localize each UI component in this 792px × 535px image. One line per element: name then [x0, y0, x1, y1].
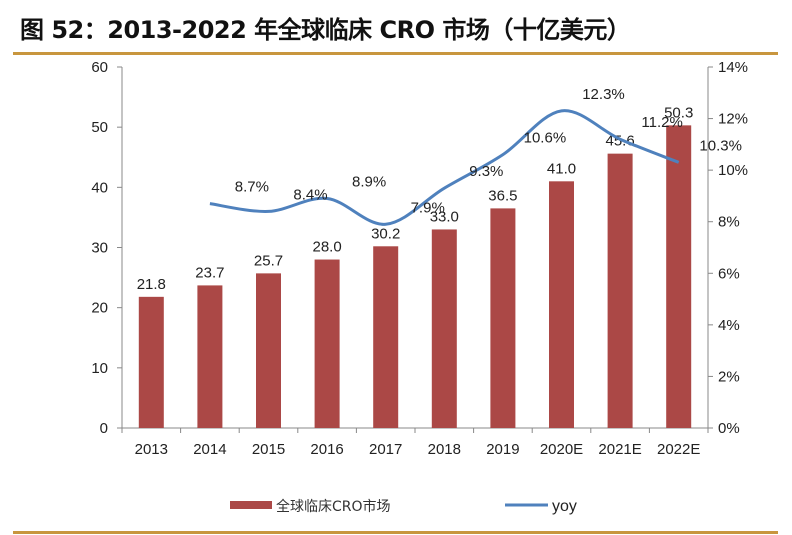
yoy-data-label: 7.9% — [411, 199, 445, 216]
left-tick-label: 60 — [91, 59, 108, 76]
legend-swatch-bar — [230, 501, 272, 509]
bar-data-label: 50.3 — [664, 104, 693, 121]
left-tick-label: 50 — [91, 119, 108, 136]
right-tick-label: 6% — [718, 265, 740, 282]
bar-data-label: 21.8 — [137, 276, 166, 293]
left-tick-label: 0 — [100, 420, 108, 437]
x-tick-label: 2018 — [428, 441, 461, 458]
bar — [138, 296, 164, 428]
bar-data-label: 36.5 — [488, 187, 517, 204]
bar — [549, 181, 574, 428]
bar — [373, 246, 399, 428]
bar-data-label: 41.0 — [547, 160, 576, 177]
x-tick-label: 2017 — [369, 441, 402, 458]
bar — [256, 273, 281, 428]
bar-data-label: 28.0 — [312, 239, 341, 256]
bar — [197, 285, 223, 428]
yoy-data-label: 12.3% — [582, 86, 625, 103]
right-tick-label: 2% — [718, 368, 740, 385]
x-tick-label: 2021E — [598, 441, 641, 458]
left-tick-label: 10 — [91, 360, 108, 377]
bar-data-label: 25.7 — [254, 252, 283, 269]
legend-label-bar: 全球临床CRO市场 — [276, 498, 391, 515]
bar-data-label: 23.7 — [195, 264, 224, 281]
left-tick-label: 20 — [91, 300, 108, 317]
x-tick-label: 2015 — [252, 441, 285, 458]
bar — [314, 259, 340, 428]
right-tick-label: 14% — [718, 59, 748, 76]
right-tick-label: 8% — [718, 214, 740, 231]
yoy-data-label: 10.6% — [524, 130, 567, 147]
x-tick-label: 2016 — [310, 441, 343, 458]
x-tick-label: 2014 — [193, 441, 226, 458]
right-tick-label: 0% — [718, 420, 740, 437]
left-tick-label: 40 — [91, 179, 108, 196]
x-tick-label: 2013 — [135, 441, 168, 458]
bar — [431, 229, 457, 428]
left-tick-label: 30 — [91, 240, 108, 257]
yoy-data-label: 8.7% — [235, 179, 269, 196]
yoy-data-label: 10.3% — [699, 137, 742, 154]
x-tick-label: 2020E — [540, 441, 583, 458]
x-tick-label: 2019 — [486, 441, 519, 458]
yoy-data-label: 8.4% — [293, 186, 327, 203]
right-tick-label: 12% — [718, 111, 748, 128]
yoy-data-label: 9.3% — [469, 163, 503, 180]
bar-data-label: 33.0 — [430, 208, 459, 225]
yoy-line — [209, 109, 680, 226]
x-tick-label: 2022E — [657, 441, 700, 458]
bar — [490, 208, 516, 428]
yoy-data-label: 8.9% — [352, 174, 386, 191]
bar — [607, 153, 633, 428]
right-tick-label: 10% — [718, 162, 748, 179]
legend-label-line: yoy — [552, 498, 577, 515]
bar — [666, 125, 692, 428]
bar-data-label: 30.2 — [371, 225, 400, 242]
yoy-data-label: 11.2% — [641, 114, 682, 131]
right-tick-label: 4% — [718, 317, 740, 334]
title-rule — [13, 52, 778, 55]
figure-title: 图 52：2013-2022 年全球临床 CRO 市场（十亿美元） — [20, 16, 631, 44]
bottom-rule — [13, 531, 778, 534]
